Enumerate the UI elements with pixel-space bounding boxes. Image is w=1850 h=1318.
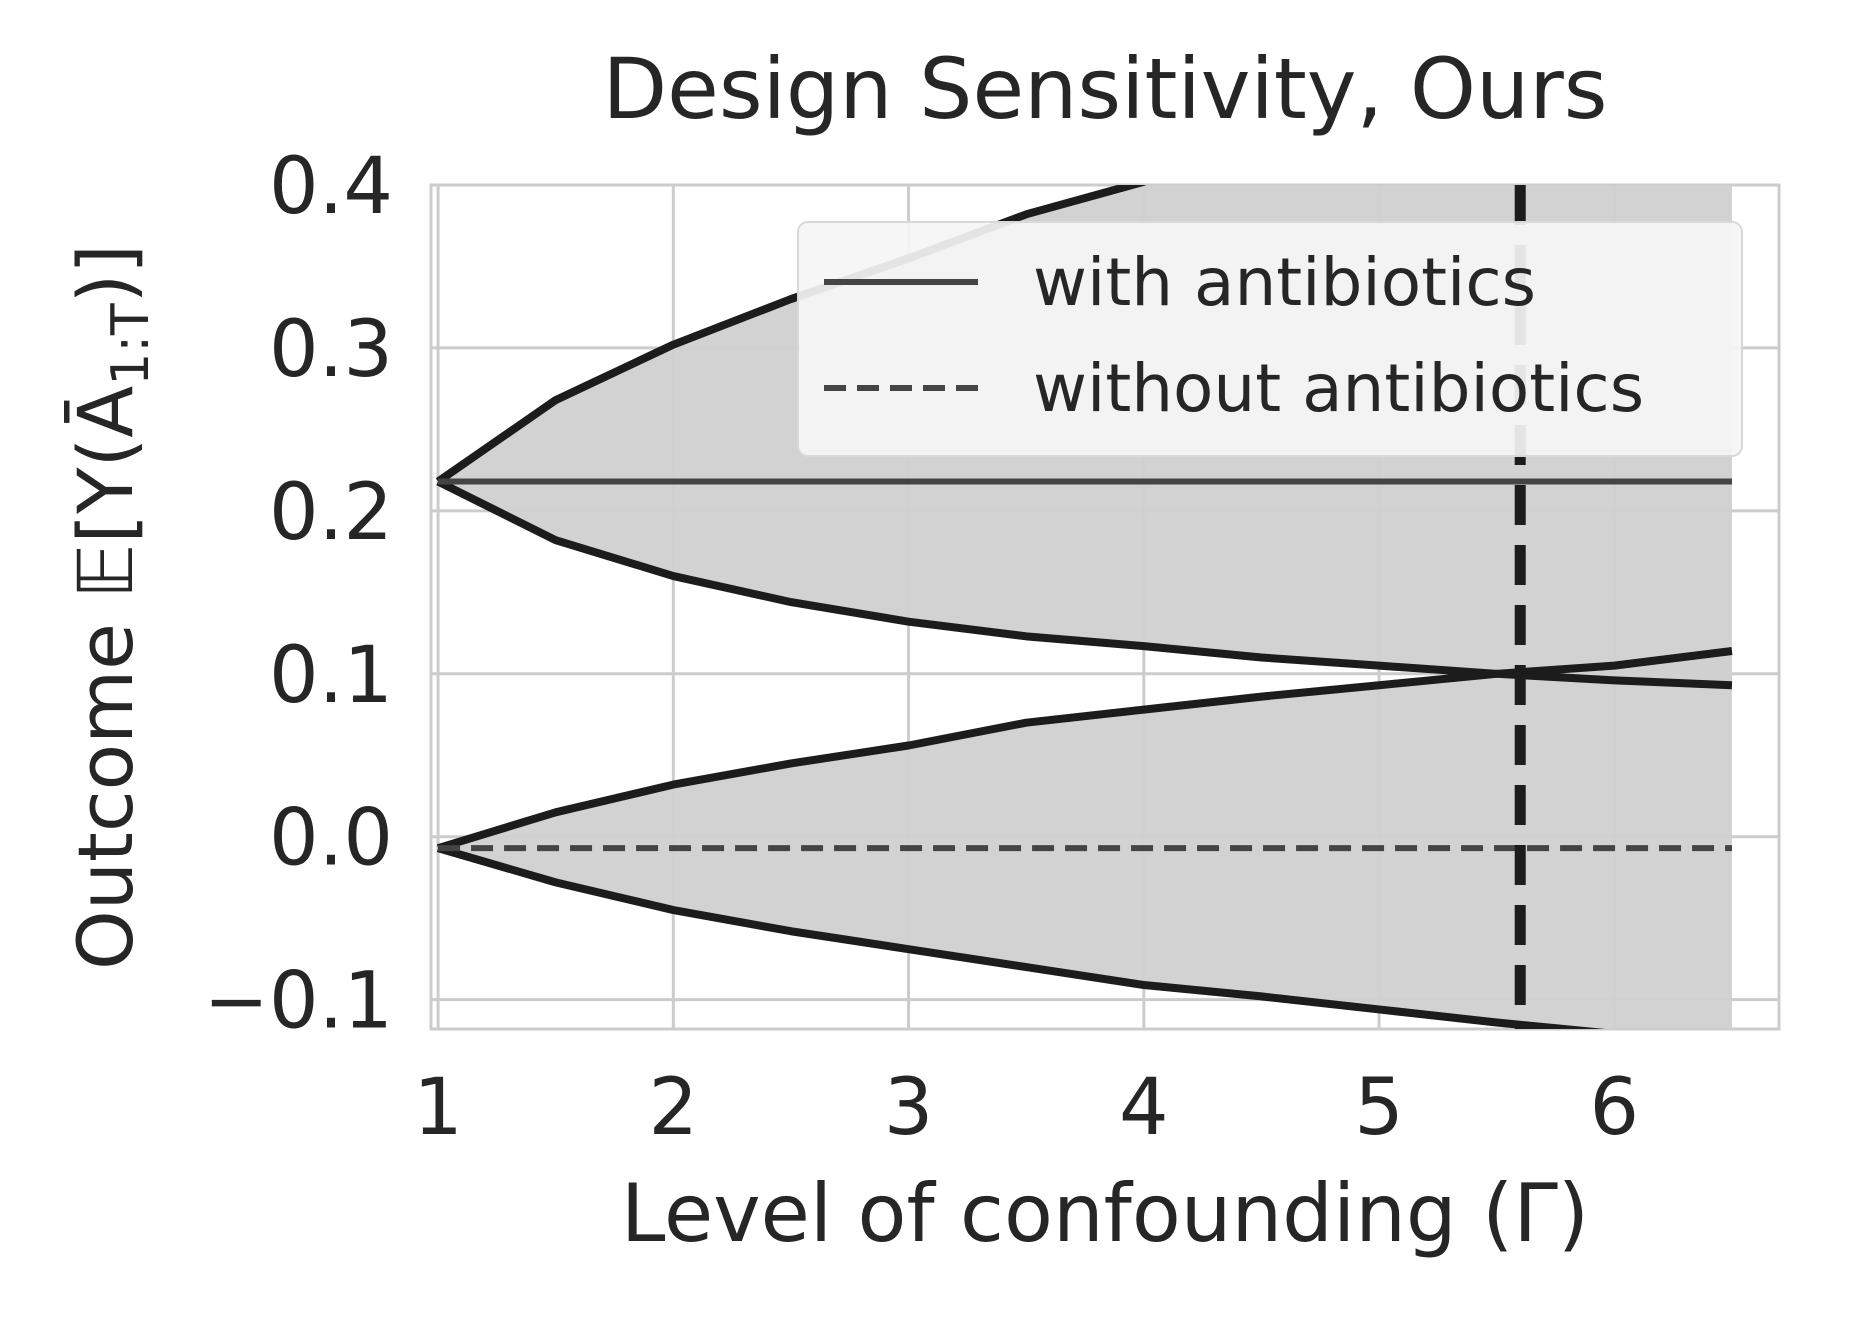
legend-label-with-antibiotics: with antibiotics	[1033, 244, 1536, 321]
x-tick-label: 1	[413, 1063, 463, 1153]
y-axis-title-close: )]	[61, 244, 150, 303]
y-tick-label: 0.2	[269, 468, 393, 558]
lower-bound-line-1	[436, 844, 1606, 1029]
x-tick-label: 6	[1590, 1063, 1640, 1153]
y-tick-label: −0.1	[204, 957, 393, 1047]
y-axis-title: Outcome 𝔼[Y(Ā1:T)]	[61, 244, 161, 970]
x-axis-title: Level of confounding (Γ)	[621, 1167, 1589, 1260]
band-series-1	[438, 650, 1732, 1029]
x-tick-label: 5	[1354, 1063, 1404, 1153]
y-tick-label: 0.3	[269, 305, 393, 395]
upper-bound-line-0	[435, 185, 1147, 485]
y-axis-title-subscript: 1:T	[101, 303, 161, 386]
x-tick-label: 2	[648, 1063, 698, 1153]
legend: with antibiotics without antibiotics	[797, 221, 1743, 457]
y-tick-label: 0.4	[269, 142, 393, 232]
legend-label-without-antibiotics: without antibiotics	[1033, 350, 1644, 427]
y-axis-ticks: −0.1 0.0 0.1 0.2 0.3 0.4	[204, 142, 393, 1047]
confidence-bands	[438, 185, 1732, 1029]
x-tick-label: 4	[1119, 1063, 1169, 1153]
x-axis-ticks: 1 2 3 4 5 6	[413, 1063, 1639, 1153]
y-tick-label: 0.1	[269, 631, 393, 721]
chart-title: Design Sensitivity, Ours	[602, 40, 1607, 138]
legend-box	[797, 221, 1743, 457]
x-tick-label: 3	[884, 1063, 934, 1153]
y-tick-label: 0.0	[269, 794, 393, 884]
y-axis-title-main: Outcome 𝔼[Y(Ā	[61, 386, 150, 970]
